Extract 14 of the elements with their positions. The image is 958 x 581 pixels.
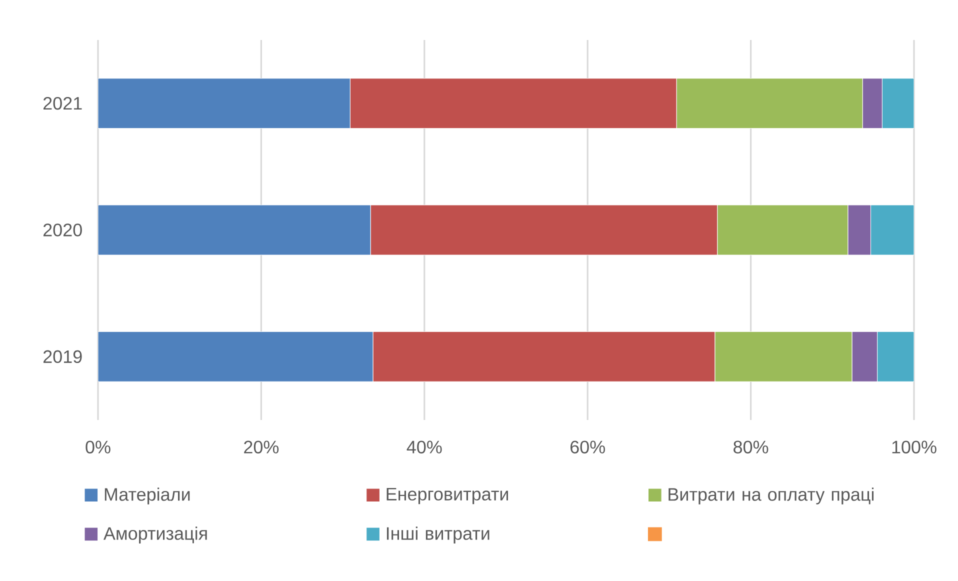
legend-label: Амортизація bbox=[103, 526, 207, 544]
y-tick-label: 2020 bbox=[43, 224, 82, 236]
x-tick-label: 20% bbox=[244, 440, 279, 454]
x-tick-label: 80% bbox=[734, 440, 768, 454]
x-tick-label: 100% bbox=[892, 440, 936, 454]
legend-label: Матеріали bbox=[104, 488, 190, 504]
legend-label: Витрати на оплату праці bbox=[668, 488, 874, 504]
x-tick-label: 40% bbox=[406, 440, 442, 454]
legend-label: Інші витрати bbox=[386, 526, 490, 544]
legend-label: Енерговитрати bbox=[386, 488, 508, 504]
y-tick-label: 2019 bbox=[43, 350, 82, 364]
x-tick-label: 0% bbox=[86, 440, 110, 454]
x-tick-label: 60% bbox=[570, 440, 605, 454]
y-tick-label: 2021 bbox=[43, 96, 82, 110]
